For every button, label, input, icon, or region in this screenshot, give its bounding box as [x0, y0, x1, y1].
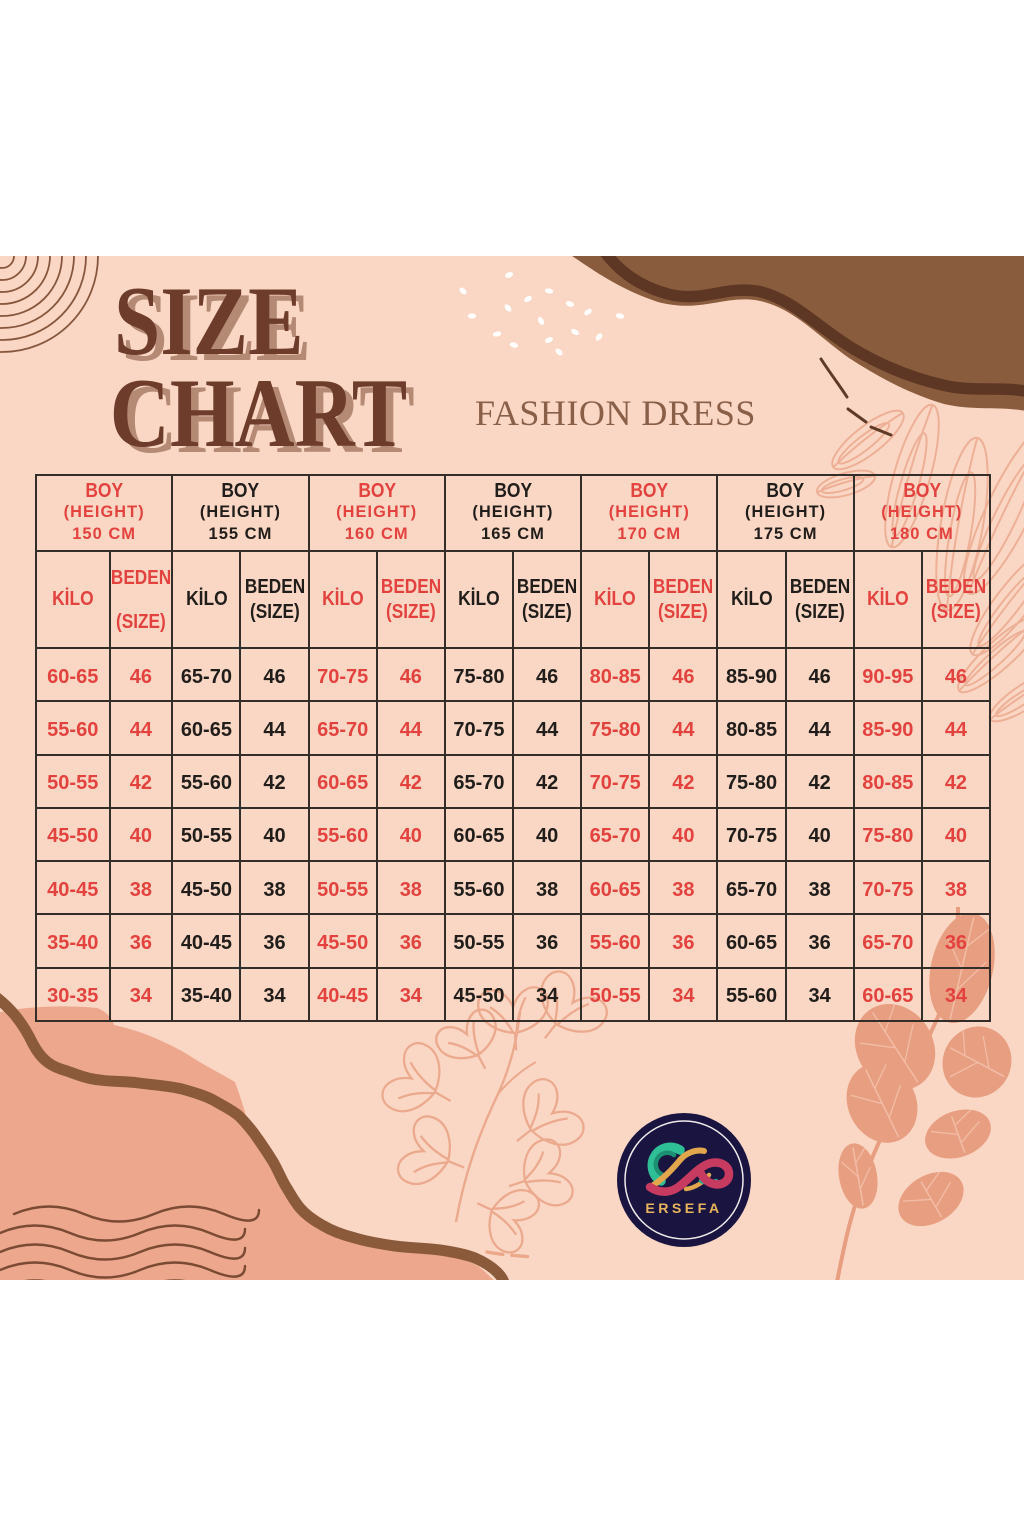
svg-text:ERSEFA: ERSEFA	[645, 1201, 722, 1217]
